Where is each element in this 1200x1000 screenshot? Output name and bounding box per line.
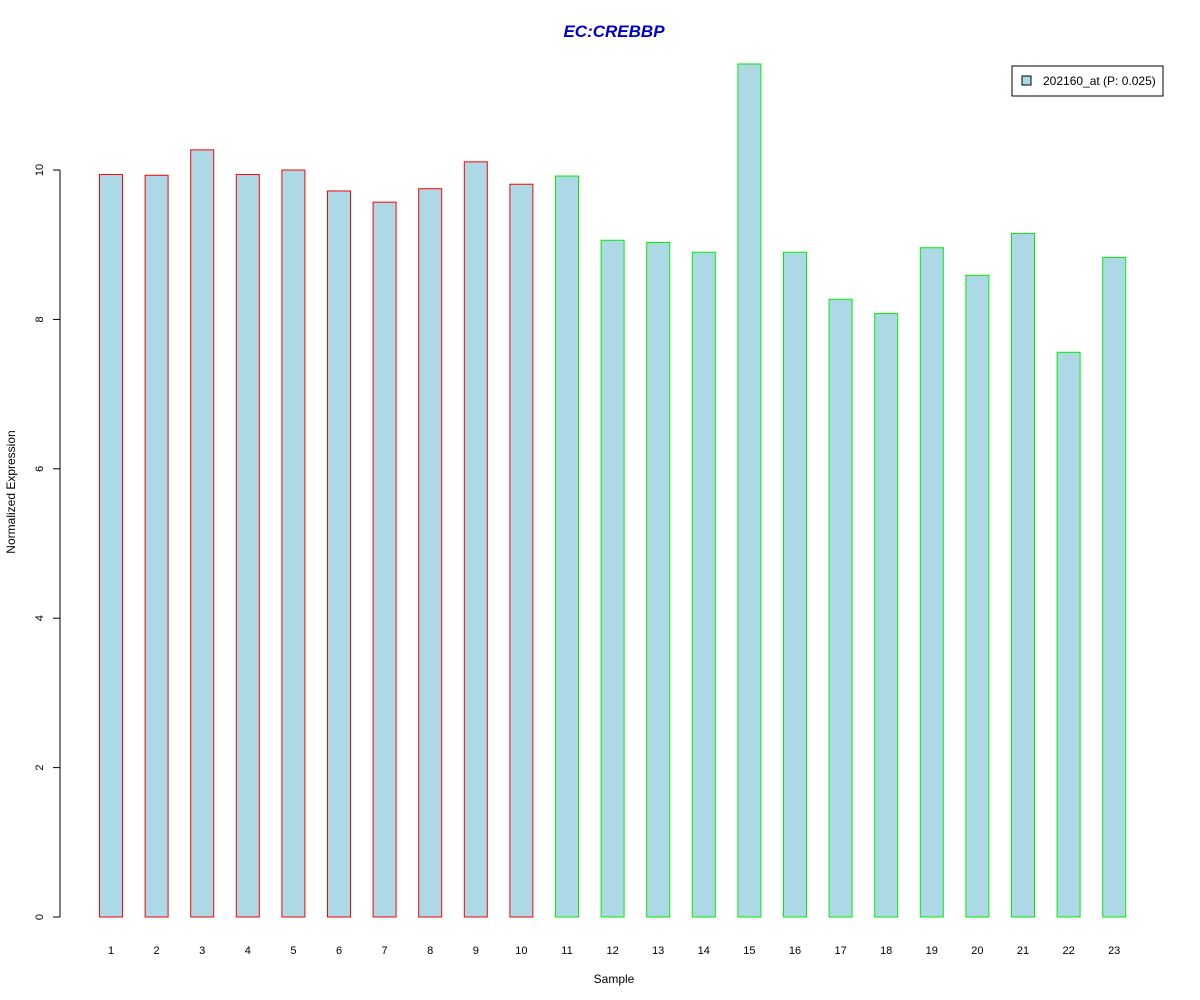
bar-sample-8 (418, 188, 443, 918)
x-tick-label: 9 (473, 945, 479, 957)
x-tick-label: 13 (652, 945, 664, 957)
bar-sample-16 (783, 251, 807, 918)
bar-sample-11 (555, 175, 579, 918)
x-tick-labels: 1 2 3 4 5 6 7 8 9 10 11 12 13 14 15 16 17 18 19 20 21 22 23 (108, 945, 1120, 957)
x-tick-label: 22 (1062, 945, 1074, 957)
bars (99, 63, 1127, 918)
bar-sample-14 (691, 251, 716, 918)
bar-sample-17 (828, 298, 853, 918)
bar-sample-9 (463, 161, 488, 918)
x-tick-label: 23 (1108, 945, 1120, 957)
x-tick-label: 15 (743, 945, 755, 957)
bar-sample-18 (874, 312, 899, 918)
bar-sample-15 (737, 63, 762, 918)
x-tick-label: 20 (971, 945, 983, 957)
bar-sample-7 (372, 201, 397, 918)
x-tick-label: 2 (154, 945, 160, 957)
bar-sample-13 (646, 241, 671, 918)
y-tick-label: 0 (34, 914, 46, 920)
x-tick-label: 19 (926, 945, 938, 957)
x-tick-label: 21 (1017, 945, 1029, 957)
x-axis-label: Sample (594, 972, 635, 986)
bar-sample-23 (1102, 256, 1127, 918)
bar-sample-3 (190, 149, 215, 918)
x-tick-label: 17 (834, 945, 846, 957)
bar-sample-4 (235, 174, 260, 918)
y-tick-label: 6 (34, 466, 46, 472)
legend: 202160_at (P: 0.025) (1011, 65, 1164, 97)
bar-sample-2 (144, 174, 169, 918)
bar-sample-1 (99, 174, 123, 918)
x-tick-label: 4 (245, 945, 251, 957)
bar-sample-22 (1056, 351, 1081, 918)
legend-box (1011, 65, 1164, 97)
y-tick-label: 8 (34, 316, 46, 322)
chart-title: EC:CREBBP (563, 22, 665, 41)
bar-sample-10 (509, 183, 534, 918)
y-axis-label: Normalized Expression (4, 430, 18, 553)
x-tick-label: 7 (382, 945, 388, 957)
legend-swatch (1021, 75, 1032, 86)
y-axis: 0 2 4 6 8 10 (34, 164, 61, 920)
bar-sample-20 (965, 274, 990, 918)
legend-label: 202160_at (P: 0.025) (1043, 74, 1156, 88)
x-tick-label: 5 (290, 945, 296, 957)
bar-sample-12 (600, 239, 625, 918)
y-tick-label: 10 (34, 164, 46, 176)
bar-sample-6 (327, 190, 351, 918)
x-tick-label: 8 (427, 945, 433, 957)
x-tick-label: 6 (336, 945, 342, 957)
bar-sample-5 (281, 169, 306, 918)
bar-sample-19 (919, 247, 944, 918)
x-tick-label: 14 (698, 945, 710, 957)
x-tick-label: 10 (515, 945, 527, 957)
x-tick-label: 1 (108, 945, 114, 957)
x-tick-label: 18 (880, 945, 892, 957)
x-tick-label: 3 (199, 945, 205, 957)
y-tick-label: 4 (34, 615, 46, 621)
x-tick-label: 12 (606, 945, 618, 957)
bar-sample-21 (1011, 233, 1035, 918)
y-tick-label: 2 (34, 765, 46, 771)
x-tick-label: 11 (561, 945, 572, 957)
x-tick-label: 16 (789, 945, 801, 957)
